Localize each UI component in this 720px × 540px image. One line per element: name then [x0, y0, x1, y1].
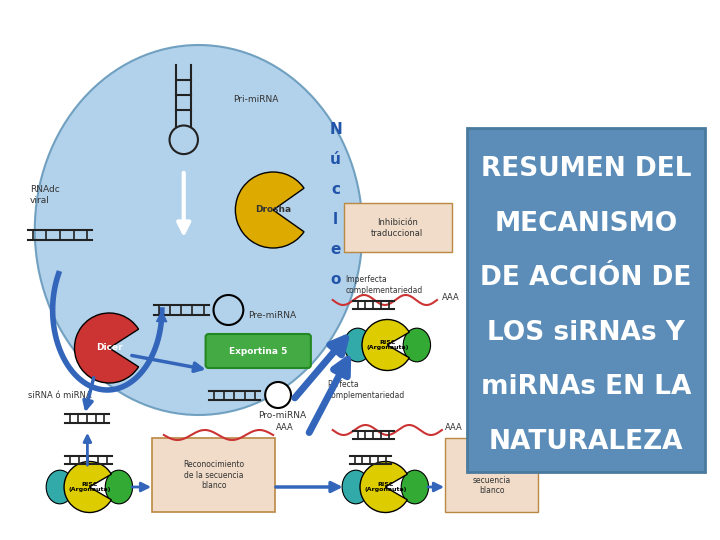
Ellipse shape — [403, 328, 431, 362]
FancyBboxPatch shape — [467, 128, 705, 472]
Text: RESUMEN DEL: RESUMEN DEL — [481, 156, 691, 182]
Text: NATURALEZA: NATURALEZA — [489, 429, 683, 455]
Text: Drosha: Drosha — [255, 206, 291, 214]
Text: l: l — [333, 213, 338, 227]
Text: Pro-miRNA: Pro-miRNA — [258, 410, 306, 420]
Text: AAA: AAA — [442, 294, 459, 302]
Text: o: o — [330, 273, 341, 287]
Circle shape — [265, 382, 291, 408]
Text: Imperfecta
complementariedad: Imperfecta complementariedad — [346, 275, 423, 295]
Text: RISC
(Argonauta): RISC (Argonauta) — [366, 340, 408, 350]
Text: Perfecta
complementariedad: Perfecta complementariedad — [328, 380, 405, 400]
Text: miRNAs EN LA: miRNAs EN LA — [481, 374, 691, 400]
FancyBboxPatch shape — [206, 334, 311, 368]
Wedge shape — [64, 462, 112, 512]
Wedge shape — [74, 313, 138, 383]
Text: RNAdc
viral: RNAdc viral — [30, 185, 60, 205]
Text: Exportina 5: Exportina 5 — [229, 347, 287, 355]
Text: N: N — [329, 123, 342, 138]
Text: Dicer: Dicer — [96, 343, 122, 353]
Ellipse shape — [401, 470, 428, 504]
Text: Inhibición
traduccional: Inhibición traduccional — [371, 218, 423, 238]
Text: Clivaje
de la
secuencia
blanco: Clivaje de la secuencia blanco — [472, 455, 510, 495]
Text: ú: ú — [330, 152, 341, 167]
Text: Pre-miRNA: Pre-miRNA — [248, 310, 297, 320]
Wedge shape — [360, 462, 408, 512]
Text: Reconocimiento
de la secuencia
blanco: Reconocimiento de la secuencia blanco — [183, 460, 244, 490]
Text: Pri-miRNA: Pri-miRNA — [233, 96, 279, 105]
FancyBboxPatch shape — [445, 438, 539, 512]
Ellipse shape — [35, 45, 362, 415]
Ellipse shape — [105, 470, 132, 504]
Text: e: e — [330, 242, 341, 258]
Wedge shape — [362, 320, 409, 370]
Text: AAA: AAA — [276, 423, 294, 433]
Ellipse shape — [46, 470, 73, 504]
Text: LOS siRNAs Y: LOS siRNAs Y — [487, 320, 685, 346]
Text: DE ACCIÓN DE: DE ACCIÓN DE — [480, 265, 692, 291]
Ellipse shape — [342, 470, 369, 504]
Text: RISC
(Argonauta): RISC (Argonauta) — [364, 482, 407, 492]
Text: c: c — [331, 183, 340, 198]
Ellipse shape — [344, 328, 372, 362]
Text: RISC
(Argonauta): RISC (Argonauta) — [68, 482, 111, 492]
Text: siRNA ó miRNA: siRNA ó miRNA — [28, 390, 91, 400]
FancyBboxPatch shape — [343, 203, 452, 252]
Wedge shape — [235, 172, 304, 248]
FancyBboxPatch shape — [152, 438, 275, 512]
Text: AAA: AAA — [445, 423, 463, 433]
Text: MECANISMO: MECANISMO — [495, 211, 678, 237]
